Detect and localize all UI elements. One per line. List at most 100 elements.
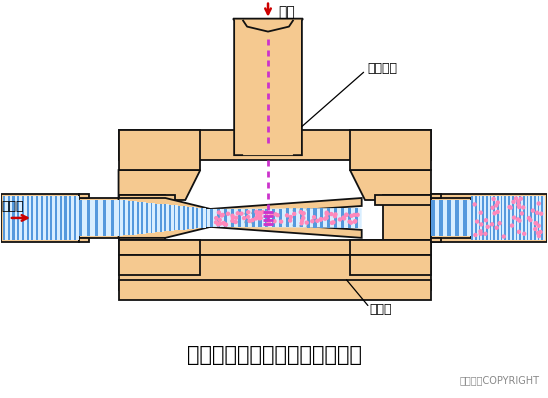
Polygon shape [187,207,189,229]
Circle shape [535,222,538,225]
Polygon shape [350,130,431,170]
Circle shape [479,232,482,235]
Circle shape [532,209,534,212]
Polygon shape [307,208,313,228]
Circle shape [491,206,494,209]
Polygon shape [1,194,79,242]
Circle shape [353,220,356,223]
Circle shape [218,219,221,221]
Polygon shape [431,194,547,242]
Circle shape [259,214,261,217]
Polygon shape [231,209,234,227]
Polygon shape [210,209,213,227]
Bar [508,196,510,240]
Circle shape [268,222,271,225]
Polygon shape [350,240,431,255]
Polygon shape [348,208,355,228]
Text: 射流式水力冲击式空气扩散装置: 射流式水力冲击式空气扩散装置 [186,345,362,365]
Circle shape [289,219,292,222]
Circle shape [324,217,327,220]
Bar [475,196,477,240]
Polygon shape [79,238,89,242]
Circle shape [534,228,537,230]
Circle shape [492,197,495,201]
Circle shape [518,205,521,209]
Circle shape [474,234,477,236]
Polygon shape [118,255,200,275]
Circle shape [342,217,346,220]
Circle shape [293,213,296,215]
Bar [74,196,76,240]
Circle shape [302,217,305,219]
Polygon shape [210,220,362,238]
Circle shape [311,220,314,223]
Circle shape [299,211,302,214]
Circle shape [356,213,359,217]
Polygon shape [137,202,141,234]
Polygon shape [155,204,157,232]
Polygon shape [79,198,118,238]
Circle shape [354,220,357,223]
Circle shape [276,214,279,217]
Polygon shape [118,195,165,240]
Bar [65,196,67,240]
Circle shape [301,212,305,215]
Circle shape [536,232,539,234]
Bar [512,196,513,240]
Bar [527,196,528,240]
Circle shape [255,210,258,213]
Circle shape [480,223,483,226]
Circle shape [236,212,239,215]
Bar [95,200,98,236]
Polygon shape [243,21,293,155]
Bar [520,196,521,240]
Polygon shape [118,195,175,205]
Bar [60,196,62,240]
Polygon shape [279,209,282,227]
Circle shape [266,211,269,215]
Bar [87,200,90,236]
Bar [534,196,535,240]
Polygon shape [197,208,198,228]
Bar [41,196,43,240]
Polygon shape [137,202,139,234]
Circle shape [523,232,526,235]
Polygon shape [272,209,279,227]
Polygon shape [355,208,362,228]
Circle shape [498,222,501,225]
Polygon shape [210,198,362,216]
Circle shape [325,217,328,219]
Polygon shape [174,205,178,230]
Circle shape [270,213,273,217]
Circle shape [517,200,520,203]
Bar [505,196,506,240]
Circle shape [334,215,336,218]
Circle shape [511,224,513,227]
Circle shape [517,203,520,207]
Circle shape [528,217,530,220]
Circle shape [326,213,328,216]
Polygon shape [178,206,180,230]
Polygon shape [375,195,431,205]
Circle shape [316,219,319,222]
Polygon shape [265,209,269,227]
Polygon shape [118,240,431,255]
Circle shape [495,226,498,229]
Polygon shape [201,208,203,228]
Bar [431,200,471,236]
Polygon shape [431,198,471,238]
Polygon shape [293,209,300,228]
Circle shape [319,218,322,221]
Circle shape [350,221,352,224]
Bar [497,196,499,240]
Polygon shape [151,203,155,233]
Text: 空气竖管: 空气竖管 [368,62,398,75]
Circle shape [516,218,520,221]
Polygon shape [192,207,194,229]
Polygon shape [141,202,143,234]
Circle shape [484,232,487,235]
Circle shape [490,223,494,226]
Polygon shape [118,198,210,238]
Circle shape [222,221,225,224]
Polygon shape [118,255,431,290]
